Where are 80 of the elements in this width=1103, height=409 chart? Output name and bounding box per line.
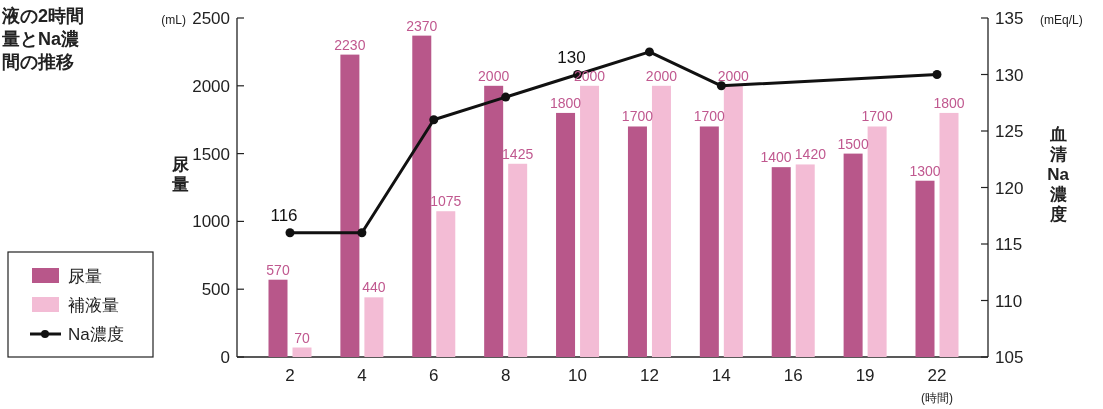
bar (580, 85, 600, 357)
data-label: 1400 (760, 149, 792, 166)
data-label: 1800 (933, 94, 965, 111)
y-tick-label: 500 (201, 280, 230, 300)
text: (mL) (161, 13, 186, 27)
data-label: 2000 (573, 67, 606, 84)
data-label: 2000 (717, 67, 750, 84)
bar (556, 112, 576, 357)
bar (699, 126, 719, 357)
bar (508, 163, 528, 357)
point (357, 228, 367, 238)
y2-tick-label: 105 (995, 348, 1024, 367)
data-label: 2000 (478, 67, 510, 84)
data-label: 70 (294, 329, 310, 346)
bar (651, 85, 671, 357)
y2-tick-label: 130 (995, 65, 1024, 85)
bar (723, 85, 743, 357)
x-axis-title: (時間) (921, 391, 953, 405)
y2-tick-label: 135 (995, 9, 1024, 28)
y-tick-label: 1000 (192, 212, 230, 232)
data-label: 2230 (334, 36, 366, 53)
data-label: 1800 (549, 94, 582, 111)
y-tick-label: 1500 (192, 144, 230, 164)
bar (412, 35, 432, 357)
point (501, 92, 511, 102)
legend-label: 尿量 (68, 267, 102, 286)
data-label: 2000 (645, 67, 678, 84)
y2-tick-label: 110 (995, 291, 1023, 311)
x-tick-label: 10 (568, 366, 588, 385)
data-label: 130 (557, 47, 586, 67)
point (429, 115, 439, 125)
point (716, 81, 726, 91)
data-label: 1700 (621, 108, 654, 125)
text: 液の2時間量とNa濃間の推移 (1, 6, 85, 72)
data-label: 1300 (909, 162, 941, 179)
bar (795, 164, 815, 357)
bar (484, 85, 504, 357)
x-tick-label: 2 (285, 366, 295, 385)
bar (915, 180, 935, 357)
legend-label: 補液量 (68, 296, 119, 315)
x-tick-label: 22 (927, 366, 947, 385)
data-label: 2370 (406, 17, 438, 34)
bar (340, 54, 360, 357)
bar (771, 167, 791, 357)
y2-tick-label: 120 (995, 178, 1024, 198)
data-label: 1425 (502, 145, 534, 162)
y2-tick-label: 125 (995, 122, 1024, 141)
data-label: 1700 (861, 108, 893, 125)
legend-label: Na濃度 (68, 325, 124, 344)
bar (436, 211, 456, 357)
bar (867, 126, 887, 357)
y-tick-label: 2000 (192, 76, 230, 96)
y-tick-label: 0 (220, 348, 230, 367)
bar (364, 297, 384, 357)
data-label: 1420 (794, 146, 827, 163)
bar (627, 126, 647, 357)
bar (268, 279, 288, 357)
data-label: 116 (270, 205, 298, 225)
point (285, 228, 295, 238)
y2-axis-title: 血清Na濃度 (1047, 125, 1070, 224)
data-label: 1075 (430, 193, 462, 210)
y-tick-label: 2500 (192, 9, 230, 28)
point (644, 47, 654, 57)
data-label: 440 (362, 279, 386, 296)
bar (292, 347, 312, 357)
text: (mEq/L) (1040, 13, 1083, 27)
data-label: 570 (266, 261, 290, 278)
x-tick-label: 6 (429, 366, 439, 385)
y-axis-title: 尿量 (170, 155, 190, 194)
data-label: 1500 (837, 135, 869, 152)
x-tick-label: 19 (855, 366, 875, 385)
x-tick-label: 16 (783, 366, 803, 385)
x-tick-label: 14 (711, 366, 731, 385)
data-label: 1700 (693, 108, 726, 125)
bar (939, 112, 959, 357)
x-tick-label: 8 (500, 366, 511, 385)
y2-tick-label: 115 (995, 235, 1023, 254)
x-tick-label: 4 (357, 366, 367, 385)
bar (843, 153, 863, 357)
x-tick-label: 12 (639, 366, 659, 385)
